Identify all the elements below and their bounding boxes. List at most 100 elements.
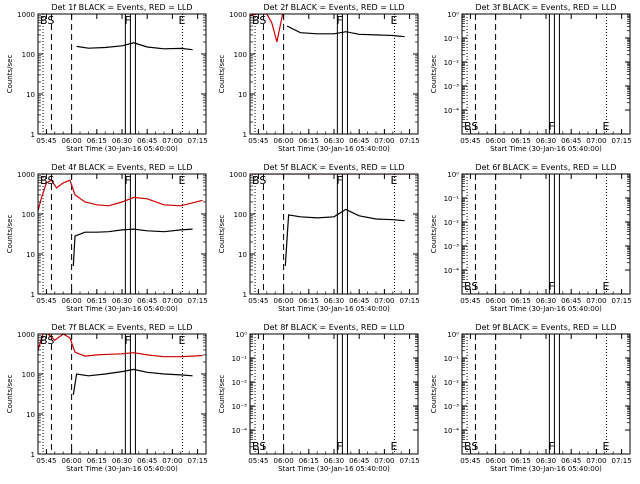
panel-title: Det 6f BLACK = Events, RED = LLD <box>475 163 616 172</box>
y-tick-label: 1 <box>31 291 35 299</box>
panel-8: Det 8f BLACK = Events, RED = LLD 10⁰ 10⁻¹ 1… <box>218 323 420 473</box>
x-tick-label: 07:15 <box>400 137 420 145</box>
x-tick-label: 06:30 <box>112 457 132 465</box>
y-tick-label: 10 <box>26 251 35 259</box>
x-tick-label: 06:00 <box>486 457 506 465</box>
series-lld <box>38 179 203 211</box>
x-axis-label: Start Time (30-Jan-16 05:40:00) <box>490 145 602 153</box>
x-axis-label: Start Time (30-Jan-16 05:40:00) <box>278 145 390 153</box>
x-tick-label: 07:15 <box>188 457 208 465</box>
plot-area <box>38 174 203 294</box>
plot-area <box>254 334 395 454</box>
x-tick-label: 06:00 <box>274 457 294 465</box>
plot-area <box>250 174 418 294</box>
x-tick-label: 06:45 <box>349 297 369 305</box>
y-tick-label: 10⁻³ <box>444 243 460 251</box>
marker-label-e: E <box>390 174 397 187</box>
y-tick-label: 100 <box>22 51 35 59</box>
marker-label-e: E <box>602 120 609 133</box>
marker-label-e: E <box>390 14 397 27</box>
x-tick-label: 06:45 <box>561 137 581 145</box>
x-tick-label: 05:45 <box>248 297 268 305</box>
y-tick-label: 10⁻² <box>232 379 248 387</box>
y-tick-label: 10⁻⁴ <box>444 107 460 115</box>
marker-label-f: F <box>548 280 554 293</box>
y-axis-label: Counts/sec <box>430 375 438 414</box>
y-tick-label: 1 <box>243 291 247 299</box>
panel-3: Det 3f BLACK = Events, RED = LLD 10⁰ 10⁻¹ 1… <box>430 3 632 153</box>
x-tick-label: 06:45 <box>349 457 369 465</box>
y-tick-label: 10 <box>26 411 35 419</box>
x-tick-label: 07:00 <box>374 137 394 145</box>
y-tick-label: 10⁻³ <box>444 83 460 91</box>
marker-label-e: E <box>178 174 185 187</box>
x-tick-label: 07:15 <box>612 457 632 465</box>
marker-label-bs: BS <box>464 120 478 133</box>
y-tick-label: 1 <box>31 451 35 459</box>
x-axis-label: Start Time (30-Jan-16 05:40:00) <box>66 145 178 153</box>
plot-area <box>466 174 607 294</box>
x-tick-label: 06:00 <box>274 137 294 145</box>
x-tick-label: 07:00 <box>162 137 182 145</box>
panel-4: Det 4f BLACK = Events, RED = LLD 1 10 100 10… <box>6 163 208 313</box>
x-tick-label: 07:00 <box>374 457 394 465</box>
panel-6: Det 6f BLACK = Events, RED = LLD 10⁰ 10⁻¹ 1… <box>430 163 632 313</box>
x-tick-label: 06:45 <box>137 137 157 145</box>
y-tick-label: 10⁻⁴ <box>444 267 460 275</box>
marker-label-bs: BS <box>40 14 54 27</box>
series-lld <box>38 334 203 358</box>
x-tick-label: 06:45 <box>561 457 581 465</box>
plot-frame <box>249 13 419 135</box>
x-tick-label: 06:00 <box>62 457 82 465</box>
x-tick-label: 06:00 <box>486 297 506 305</box>
marker-label-e: E <box>178 334 185 347</box>
x-tick-label: 06:30 <box>536 137 556 145</box>
marker-label-f: F <box>336 14 342 27</box>
y-tick-label: 10⁰ <box>235 331 247 339</box>
plot-area <box>42 14 193 134</box>
y-tick-label: 100 <box>234 211 247 219</box>
plot-area <box>38 334 203 454</box>
x-tick-label: 06:15 <box>511 457 531 465</box>
marker-label-f: F <box>336 174 342 187</box>
y-tick-label: 10⁰ <box>447 331 459 339</box>
plot-frame <box>461 333 631 455</box>
x-tick-label: 05:45 <box>460 137 480 145</box>
series-events <box>286 25 405 38</box>
y-axis-label: Counts/sec <box>6 55 14 94</box>
panel-title: Det 2f BLACK = Events, RED = LLD <box>263 3 404 12</box>
plot-frame <box>37 13 207 135</box>
x-tick-label: 07:15 <box>612 297 632 305</box>
x-tick-label: 06:30 <box>536 297 556 305</box>
y-axis-label: Counts/sec <box>218 215 226 254</box>
x-axis-label: Start Time (30-Jan-16 05:40:00) <box>278 305 390 313</box>
x-tick-label: 06:30 <box>536 457 556 465</box>
y-tick-label: 10⁰ <box>447 171 459 179</box>
x-tick-label: 07:00 <box>586 137 606 145</box>
marker-label-bs: BS <box>252 14 266 27</box>
x-tick-label: 06:15 <box>299 457 319 465</box>
y-tick-label: 1 <box>243 131 247 139</box>
marker-label-f: F <box>124 334 130 347</box>
x-tick-label: 06:45 <box>349 137 369 145</box>
x-tick-label: 05:45 <box>248 457 268 465</box>
x-axis-label: Start Time (30-Jan-16 05:40:00) <box>66 305 178 313</box>
x-tick-label: 05:45 <box>460 297 480 305</box>
x-tick-label: 06:00 <box>62 297 82 305</box>
x-tick-label: 05:45 <box>460 457 480 465</box>
panel-1: Det 1f BLACK = Events, RED = LLD 1 10 100 10… <box>6 3 208 153</box>
y-tick-label: 10⁻² <box>444 379 460 387</box>
panel-title: Det 9f BLACK = Events, RED = LLD <box>475 323 616 332</box>
x-tick-label: 05:45 <box>36 137 56 145</box>
plot-area <box>466 334 607 454</box>
y-axis-label: Counts/sec <box>6 375 14 414</box>
x-tick-label: 05:45 <box>36 457 56 465</box>
x-tick-label: 06:00 <box>274 297 294 305</box>
x-tick-label: 06:30 <box>112 137 132 145</box>
panel-title: Det 1f BLACK = Events, RED = LLD <box>51 3 192 12</box>
marker-label-f: F <box>548 440 554 453</box>
x-axis-label: Start Time (30-Jan-16 05:40:00) <box>490 465 602 473</box>
y-tick-label: 10⁻³ <box>444 403 460 411</box>
x-tick-label: 06:15 <box>87 297 107 305</box>
x-tick-label: 07:00 <box>586 297 606 305</box>
